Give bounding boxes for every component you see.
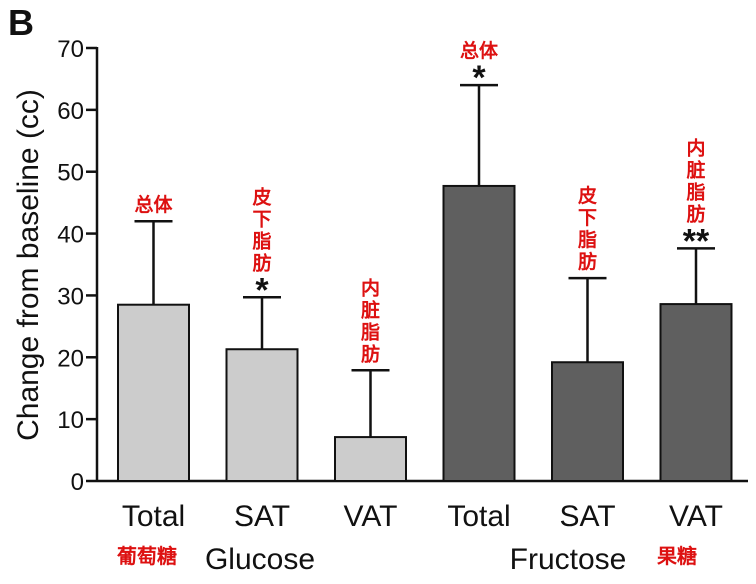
cn-annotation-char: 肪 — [578, 250, 597, 273]
bar — [442, 184, 516, 482]
x-tick-label: SAT — [234, 500, 290, 533]
cn-annotation-char: 内 — [686, 136, 705, 159]
group-label-fructose-cn: 果糖 — [657, 544, 697, 568]
x-tick-label: VAT — [344, 500, 398, 533]
significance-marker: ** — [683, 222, 710, 260]
y-tick-label: 40 — [57, 222, 84, 249]
cn-annotation-text: 总体 — [134, 193, 173, 216]
x-tick-label: Total — [447, 500, 510, 533]
cn-annotation: 总体 — [134, 193, 173, 216]
cn-annotation-char: 内 — [361, 276, 380, 299]
y-tick-label: 70 — [57, 36, 84, 63]
cn-annotation-char: 脏 — [361, 298, 380, 321]
y-tick-label: 10 — [57, 407, 84, 434]
group-label-glucose-cn: 葡萄糖 — [116, 544, 177, 568]
x-tick-label: Total — [122, 500, 185, 533]
bar — [117, 303, 190, 483]
cn-annotation-char: 皮 — [578, 184, 597, 207]
group-label-fructose: Fructose — [510, 543, 627, 576]
cn-annotation-char: 脂 — [252, 230, 271, 252]
cn-annotation-char: 脂 — [361, 321, 380, 343]
cn-annotation-char: 下 — [578, 207, 597, 229]
bar — [225, 348, 299, 482]
y-tick-label: 50 — [57, 160, 84, 187]
cn-annotation-char: 脂 — [686, 181, 705, 203]
cn-annotation: 总体 — [460, 39, 499, 62]
group-label-glucose: Glucose — [205, 543, 315, 576]
y-tick-label: 60 — [57, 98, 84, 125]
significance-marker: * — [472, 59, 486, 97]
y-tick-label: 0 — [71, 469, 84, 496]
cn-annotation-char: 脏 — [686, 158, 705, 181]
cn-annotation-char: 下 — [252, 208, 271, 230]
cn-annotation-char: 脂 — [578, 229, 597, 251]
cn-annotation-char: 肪 — [686, 202, 705, 225]
bars: Total总体SAT*皮下脂肪VAT内脏脂肪Total*总体SAT皮下脂肪VAT… — [117, 39, 733, 533]
cn-annotation-char: 肪 — [252, 251, 271, 274]
significance-marker: * — [255, 271, 269, 309]
panel-label: B — [8, 2, 34, 43]
axes: 0 10 20 30 40 50 60 70 — [57, 36, 748, 496]
y-tick-label: 20 — [57, 345, 84, 372]
bar — [334, 436, 407, 482]
y-tick-label: 30 — [57, 283, 84, 310]
y-axis-label: Change from baseline (cc) — [12, 89, 45, 441]
cn-annotation-char: 肪 — [361, 342, 380, 365]
bar — [659, 303, 733, 482]
cn-annotation-char: 皮 — [252, 185, 271, 208]
x-tick-label: SAT — [559, 500, 615, 533]
cn-annotation-text: 总体 — [460, 39, 499, 62]
bar — [551, 361, 624, 482]
x-tick-label: VAT — [669, 500, 723, 533]
